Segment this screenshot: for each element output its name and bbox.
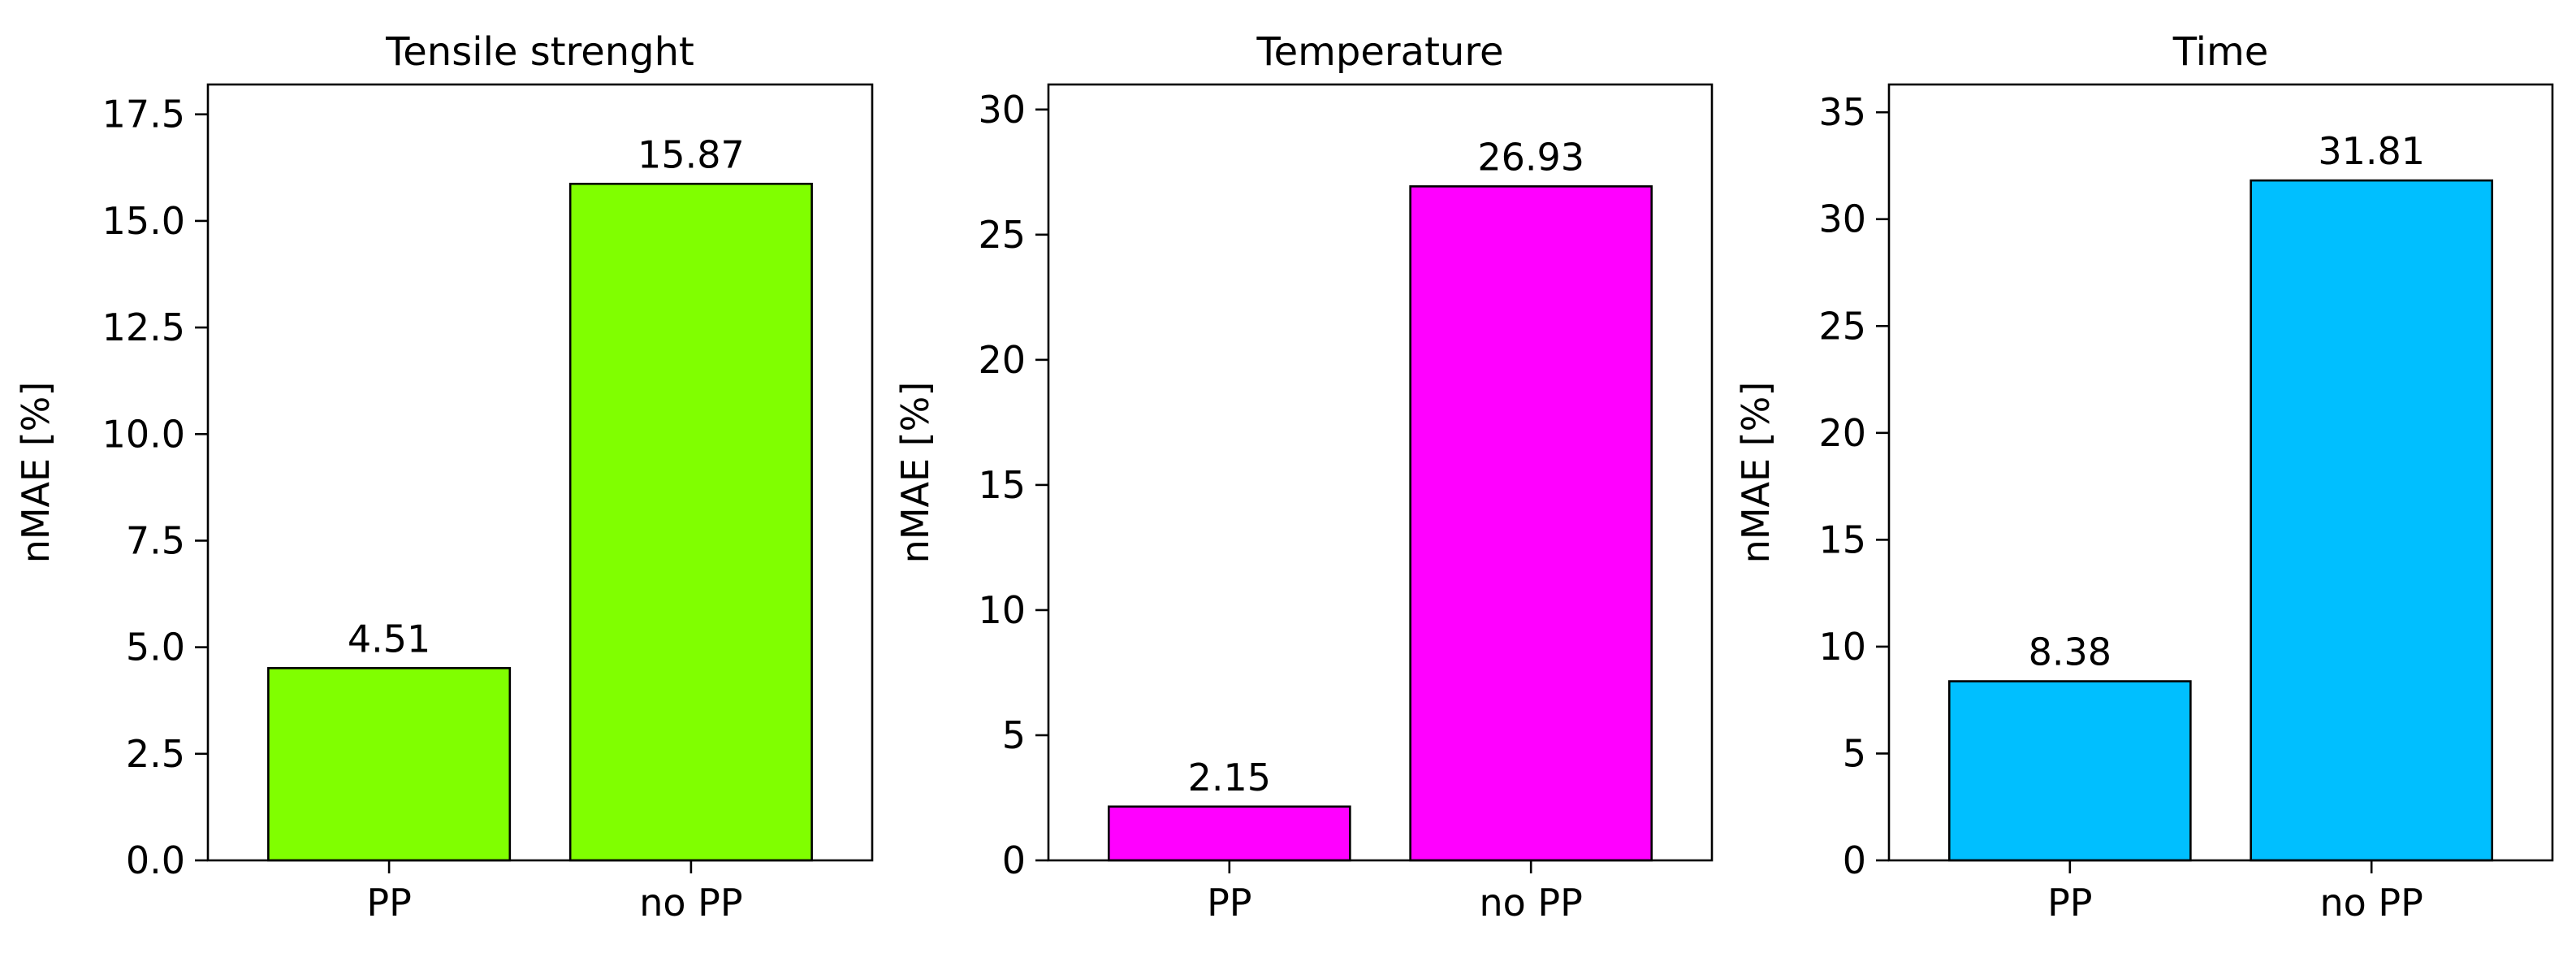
- bar-pp: [267, 667, 512, 862]
- bar-pp: [1107, 805, 1351, 862]
- data-label: 2.15: [1188, 756, 1271, 799]
- y-tick-label: 35: [1818, 90, 1866, 134]
- chart-title: Tensile strenght: [385, 29, 694, 75]
- y-tick-label: 5.0: [126, 626, 185, 669]
- y-tick-label: 20: [1818, 411, 1866, 455]
- data-label: 15.87: [638, 132, 745, 176]
- y-tick-label: 0: [1843, 838, 1866, 882]
- y-tick-label: 15: [978, 463, 1026, 507]
- plot-frame: [1887, 83, 2554, 862]
- x-tick-label: PP: [366, 881, 411, 925]
- y-tick-label: 15: [1818, 518, 1866, 561]
- y-axis-label: nMAE [%]: [1734, 382, 1778, 564]
- y-tick-label: 0: [1002, 838, 1026, 882]
- y-tick-label: 2.5: [126, 732, 185, 776]
- y-tick-label: 25: [1818, 304, 1866, 348]
- x-tick-label: PP: [2047, 881, 2092, 925]
- data-label: 4.51: [348, 617, 430, 661]
- y-tick-label: 17.5: [102, 93, 185, 136]
- y-tick-label: 5: [1843, 731, 1866, 775]
- chart-panel-2: 2.15 26.93 0 5 10 15 20 25 30 PP no PP Temperature n…: [893, 29, 1714, 925]
- data-label: 8.38: [2029, 630, 2111, 674]
- chart-title: Temperature: [1256, 29, 1503, 75]
- bar-no-pp: [2250, 179, 2494, 862]
- y-axis-label: nMAE [%]: [14, 382, 58, 564]
- chart-title: Time: [2172, 29, 2268, 75]
- y-tick-label: 30: [1818, 197, 1866, 241]
- y-tick-label: 25: [978, 213, 1026, 257]
- plot-frame: [1047, 83, 1714, 862]
- y-tick-label: 10: [1818, 625, 1866, 669]
- y-tick-label: 30: [978, 88, 1026, 132]
- y-tick-label: 5: [1002, 713, 1026, 757]
- y-tick-label: 20: [978, 338, 1026, 382]
- x-tick-label: no PP: [1479, 881, 1582, 925]
- x-tick-label: no PP: [2319, 881, 2423, 925]
- x-tick-label: no PP: [639, 881, 742, 925]
- bar-pp: [1947, 680, 2192, 862]
- y-tick-label: 12.5: [102, 305, 185, 349]
- y-tick-label: 10.0: [102, 412, 185, 456]
- y-axis-label: nMAE [%]: [893, 382, 937, 564]
- bar-no-pp: [568, 182, 813, 862]
- chart-panel-3: 8.38 31.81 0 5 10 15 20 25 30 35 PP no PP Time nMAE […: [1734, 29, 2554, 925]
- y-tick-label: 15.0: [102, 199, 185, 243]
- data-label: 26.93: [1477, 135, 1584, 179]
- y-tick-label: 7.5: [126, 518, 185, 562]
- x-tick-label: PP: [1207, 881, 1251, 925]
- chart-panel-1: 4.51 15.87 0.0 2.5 5.0 7.5 10.0 12.5 15.0 17.5 PP n…: [14, 29, 874, 925]
- y-tick-label: 0.0: [126, 838, 185, 882]
- data-label: 31.81: [2318, 129, 2425, 173]
- bar-no-pp: [1409, 185, 1653, 862]
- y-tick-label: 10: [978, 588, 1026, 632]
- plot-frame: [206, 83, 874, 862]
